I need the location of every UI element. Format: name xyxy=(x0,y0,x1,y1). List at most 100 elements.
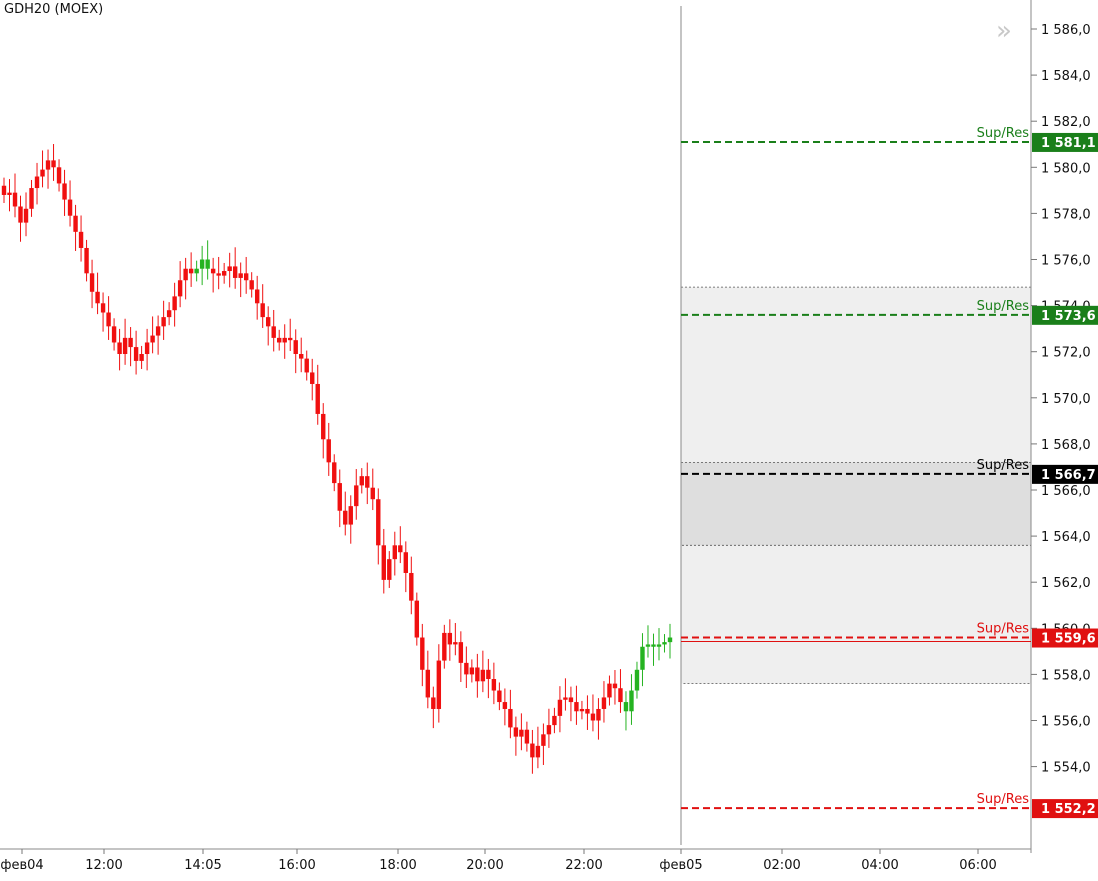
price-tag-label: 1 552,2 xyxy=(1041,802,1096,817)
candle-body xyxy=(277,337,282,343)
candle-body xyxy=(607,683,612,698)
scroll-forward-icon[interactable]: » xyxy=(996,16,1012,46)
candle-body xyxy=(73,215,78,232)
candle-body xyxy=(409,572,414,601)
candle-body xyxy=(530,743,535,758)
sup-res-label: Sup/Res xyxy=(977,126,1030,141)
candle-body xyxy=(387,559,392,580)
candle-body xyxy=(249,280,254,290)
candle-body xyxy=(590,713,596,721)
y-tick-label: 1 586,0 xyxy=(1041,23,1091,38)
candle-body xyxy=(524,729,530,744)
candle-body xyxy=(95,291,100,304)
price-tag xyxy=(1032,305,1098,325)
x-tick-label: 12:00 xyxy=(85,858,122,873)
candle-body xyxy=(227,266,232,272)
candle-body xyxy=(51,160,56,168)
candle-body xyxy=(40,169,45,177)
candle-body xyxy=(618,688,623,703)
candle-body xyxy=(122,337,128,355)
sup-res-label: Sup/Res xyxy=(977,792,1030,807)
candle-body xyxy=(310,372,315,384)
candle-body xyxy=(293,340,298,355)
y-tick-label: 1 562,0 xyxy=(1041,576,1091,591)
candle-body xyxy=(486,669,491,680)
candle-body xyxy=(574,702,579,712)
candle-body xyxy=(106,312,111,327)
x-tick-label: 04:00 xyxy=(861,858,898,873)
candle-body xyxy=(414,600,420,638)
price-tag-label: 1 559,6 xyxy=(1041,632,1096,647)
candle-body xyxy=(497,690,502,703)
candle-body xyxy=(541,734,546,746)
candle-body xyxy=(436,660,442,709)
candle-body xyxy=(480,669,486,682)
candle-body xyxy=(365,476,370,488)
candle-body xyxy=(1,185,7,195)
candle-body xyxy=(282,337,287,343)
x-tick-label: 16:00 xyxy=(278,858,315,873)
candle-body xyxy=(623,702,629,712)
candle-body xyxy=(183,268,188,281)
price-tag-label: 1 581,1 xyxy=(1041,136,1096,151)
candle-body xyxy=(398,545,403,553)
candle-body xyxy=(354,485,359,507)
candle-body xyxy=(172,296,177,311)
candle-body xyxy=(464,662,469,675)
candle-body xyxy=(662,642,667,645)
candle-body xyxy=(640,646,645,670)
candle-body xyxy=(117,342,122,355)
candle-body xyxy=(332,462,337,484)
candle-body xyxy=(491,679,497,691)
price-tag-label: 1 573,6 xyxy=(1041,309,1096,324)
candle-body xyxy=(601,697,607,709)
y-tick-label: 1 582,0 xyxy=(1041,115,1091,130)
candle-body xyxy=(144,342,150,355)
candle-body xyxy=(84,247,89,274)
candle-body xyxy=(508,708,513,728)
y-tick-label: 1 568,0 xyxy=(1041,438,1091,453)
candle-body xyxy=(337,483,342,511)
candle-body xyxy=(67,199,73,216)
candle-body xyxy=(150,335,155,343)
candle-body xyxy=(288,337,293,341)
candle-body xyxy=(56,167,62,184)
candle-body xyxy=(585,708,590,714)
candle-body xyxy=(7,192,12,195)
candle-body xyxy=(645,644,651,647)
candle-body xyxy=(343,510,348,525)
candle-body xyxy=(194,268,199,274)
zone-rect xyxy=(680,461,1032,546)
candle-body xyxy=(634,669,640,691)
candle-body xyxy=(359,476,364,486)
candle-body xyxy=(442,632,447,661)
candle-body xyxy=(425,669,431,698)
candle-body xyxy=(188,268,194,274)
candle-body xyxy=(447,632,453,645)
candle-body xyxy=(23,208,29,223)
candle-body xyxy=(89,273,95,292)
candle-body xyxy=(475,667,480,682)
candle-body xyxy=(29,188,34,209)
sup-res-label: Sup/Res xyxy=(977,458,1030,473)
candle-body xyxy=(111,326,117,343)
candle-body xyxy=(299,354,304,359)
price-tag xyxy=(1032,132,1098,152)
candle-body xyxy=(458,642,464,663)
candle-body xyxy=(612,683,618,689)
candle-body xyxy=(656,644,662,647)
candle-body xyxy=(205,259,210,269)
candle-body xyxy=(100,303,106,313)
candle-body xyxy=(568,697,574,703)
price-tag xyxy=(1032,464,1098,484)
candle-body xyxy=(210,268,216,274)
candle-body xyxy=(45,160,51,170)
candle-body xyxy=(161,317,166,327)
candle-body xyxy=(271,326,276,338)
candle-body xyxy=(128,337,133,348)
y-tick-label: 1 554,0 xyxy=(1041,761,1091,776)
candle-body xyxy=(265,317,271,327)
x-tick-label: фев05 xyxy=(659,858,702,873)
